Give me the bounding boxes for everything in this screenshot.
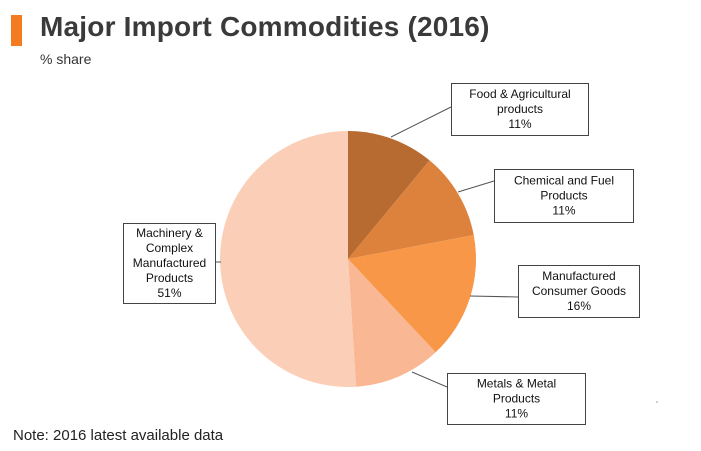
pie-slice bbox=[348, 160, 474, 259]
data-label-text: 11% bbox=[505, 407, 528, 421]
data-label-text: products bbox=[497, 102, 543, 116]
label-box bbox=[123, 223, 216, 304]
chart-subtitle: % share bbox=[40, 51, 92, 67]
footnote: Note: 2016 latest available data bbox=[13, 427, 224, 444]
data-label-text: Food & Agricultural bbox=[469, 87, 570, 101]
data-label-text: Complex bbox=[146, 241, 193, 255]
leader-line bbox=[390, 106, 452, 138]
slice-label: Machinery &ComplexManufacturedProducts51… bbox=[123, 223, 221, 304]
pie-slice bbox=[348, 130, 430, 259]
label-box bbox=[447, 373, 586, 425]
leader-line bbox=[411, 371, 448, 388]
pie-slices bbox=[220, 130, 476, 387]
data-label-text: Products bbox=[540, 189, 587, 203]
label-box bbox=[494, 169, 634, 223]
data-label-text: Manufactured bbox=[542, 269, 615, 283]
data-label-text: Metals & Metal bbox=[477, 377, 556, 391]
pie-slice bbox=[348, 235, 476, 353]
data-label-text: Chemical and Fuel bbox=[514, 174, 614, 188]
chart-title: Major Import Commodities (2016) bbox=[40, 11, 490, 42]
leader-line bbox=[469, 295, 519, 298]
title-accent-bar bbox=[11, 15, 22, 46]
data-label-text: 16% bbox=[567, 299, 591, 313]
data-label-text: 11% bbox=[552, 204, 575, 218]
data-label-text: 11% bbox=[508, 117, 531, 131]
leader-line bbox=[457, 180, 495, 193]
data-label-text: Products bbox=[146, 271, 193, 285]
label-box bbox=[518, 265, 640, 318]
data-label-text: Consumer Goods bbox=[532, 284, 626, 298]
data-label-text: Manufactured bbox=[133, 256, 206, 270]
data-label-text: 51% bbox=[157, 286, 181, 300]
stray-dot bbox=[656, 401, 658, 403]
pie-slice bbox=[220, 131, 357, 387]
data-label-text: Products bbox=[493, 392, 540, 406]
data-label-text: Machinery & bbox=[136, 226, 203, 240]
pie-slice bbox=[348, 259, 436, 387]
label-box bbox=[451, 83, 589, 136]
